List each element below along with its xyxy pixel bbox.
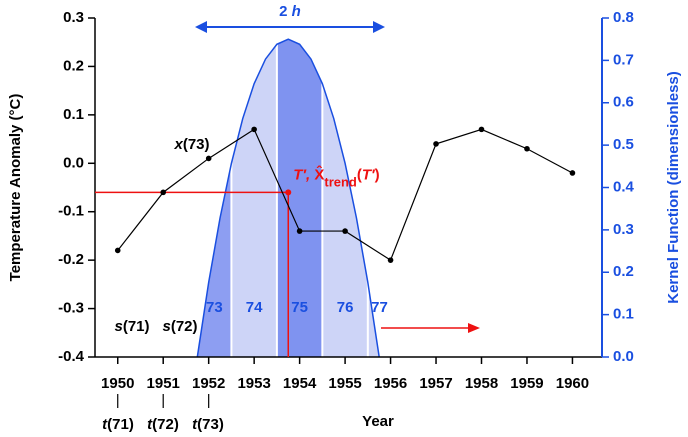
band-label: 76	[337, 299, 354, 316]
data-point	[478, 126, 485, 133]
annotation-part: t	[147, 416, 153, 433]
width-label: 2 h	[279, 3, 301, 20]
annotation-part: (72)	[171, 318, 198, 335]
annotation: t(72)	[147, 416, 179, 433]
data-point	[160, 189, 167, 196]
arrow-head	[195, 21, 207, 33]
y2-tick-label: 0.6	[613, 94, 634, 111]
arrow-head	[468, 323, 480, 333]
width-label-part: 2	[279, 3, 292, 20]
x-tick-label: 1956	[374, 375, 407, 392]
annotation: s(72)	[162, 318, 197, 335]
y2-tick-label: 0.8	[613, 9, 634, 26]
y2-tick-label: 0.7	[613, 51, 634, 68]
estimate-label-part: X̂	[314, 165, 324, 184]
data-point	[524, 145, 530, 152]
band-label: 74	[246, 299, 263, 316]
estimate-point	[285, 189, 292, 196]
estimate-label-part: T′	[362, 166, 376, 183]
estimate-label-part: (	[357, 166, 362, 183]
y-tick-label: -0.3	[58, 300, 84, 317]
band-label: 75	[291, 299, 308, 316]
data-point	[205, 155, 212, 162]
y2-axis-label: Kernel Function (dimensionless)	[665, 71, 682, 304]
y-tick-label: 0.1	[63, 106, 84, 123]
x-tick-label: 1951	[147, 375, 180, 392]
data-point	[387, 257, 394, 263]
y-axis-label: Temperature Anomaly (°C)	[7, 94, 24, 282]
y-tick-label: -0.1	[58, 203, 84, 220]
y-tick-label: 0.3	[63, 9, 84, 26]
estimate-label-part: T′,	[293, 166, 314, 183]
data-point	[433, 141, 439, 147]
annotation: t(73)	[192, 416, 224, 433]
kernel-curve	[196, 38, 380, 358]
x-tick-label: 1950	[101, 375, 134, 392]
annotation: s(71)	[114, 318, 149, 335]
x-tick-label: 1955	[328, 375, 361, 392]
annotation-part: (73)	[197, 416, 224, 433]
x-tick-label: 1959	[510, 375, 543, 392]
x-tick-label: 1960	[556, 375, 589, 392]
annotation-part: (71)	[107, 416, 134, 433]
estimate-label-part: trend	[324, 174, 357, 189]
y-tick-label: -0.4	[58, 348, 85, 365]
arrow-head	[373, 21, 385, 33]
y2-tick-label: 0.1	[613, 306, 634, 323]
y2-tick-label: 0.3	[613, 221, 634, 238]
y-tick-label: 0.2	[63, 57, 84, 74]
y2-tick-label: 0.4	[613, 178, 635, 195]
band-label: 77	[371, 299, 388, 316]
y2-tick-label: 0.0	[613, 348, 634, 365]
annotation-part: t	[102, 416, 108, 433]
y2-tick-label: 0.2	[613, 263, 634, 280]
band-label: 73	[206, 299, 223, 316]
data-point	[114, 247, 121, 254]
y-tick-label: 0.0	[63, 154, 84, 171]
x-tick-label: 1954	[283, 375, 317, 392]
annotation: x(73)	[173, 136, 209, 153]
data-point	[296, 228, 303, 234]
estimate-label: T′, X̂trend(T′)	[293, 165, 379, 190]
annotation-part: x	[173, 136, 183, 153]
annotation-part: (72)	[152, 416, 179, 433]
y2-tick-label: 0.5	[613, 136, 634, 153]
annotation-part: (71)	[123, 318, 150, 335]
x-tick-label: 1957	[419, 375, 452, 392]
width-label-part: h	[292, 3, 301, 20]
annotation-part: s	[114, 318, 122, 335]
annotation-part: s	[162, 318, 170, 335]
annotation: t(71)	[102, 416, 134, 433]
x-tick-label: 1958	[465, 375, 498, 392]
annotation-part: (73)	[183, 136, 210, 153]
data-point	[251, 126, 257, 133]
x-tick-label: 1953	[237, 375, 270, 392]
x-tick-label: 1952	[192, 375, 225, 392]
data-point	[569, 170, 576, 176]
x-axis-label: Year	[362, 413, 394, 430]
data-point	[342, 228, 348, 234]
annotation-part: t	[192, 416, 198, 433]
y-tick-label: -0.2	[58, 251, 84, 268]
estimate-label-part: )	[375, 166, 380, 183]
width-arrow	[195, 21, 385, 33]
